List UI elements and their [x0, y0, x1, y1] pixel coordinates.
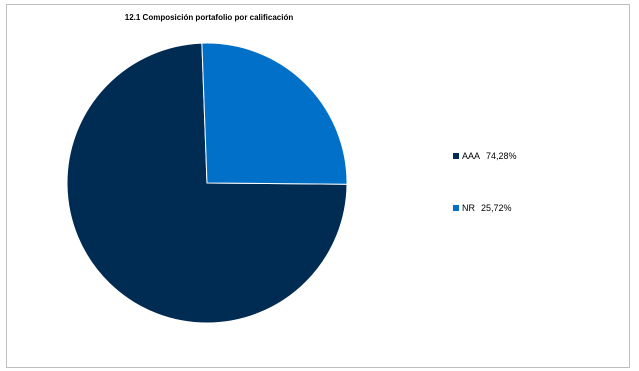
- legend-value-nr: 25,72%: [481, 203, 512, 213]
- legend-label-nr: NR: [462, 203, 475, 213]
- legend-label-aaa: AAA: [462, 151, 481, 161]
- legend-swatch-nr: [453, 205, 459, 211]
- legend-value-aaa: 74,28%: [486, 151, 517, 161]
- legend-item-nr: NR 25,72%: [453, 203, 512, 213]
- chart-title: 12.1 Composición portafolio por califica…: [124, 13, 294, 22]
- pie-chart: [66, 42, 348, 324]
- pie-slice-nr: [201, 42, 348, 185]
- legend-item-aaa: AAA 74,28%: [453, 151, 517, 161]
- legend-swatch-aaa: [453, 153, 459, 159]
- chart-frame: 12.1 Composición portafolio por califica…: [6, 4, 630, 368]
